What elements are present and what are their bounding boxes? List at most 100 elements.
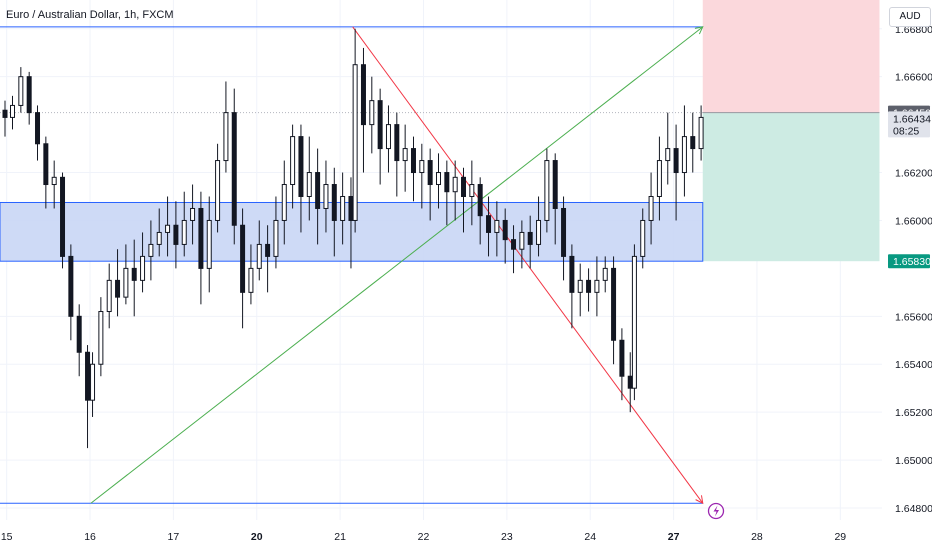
candle-body <box>10 104 16 118</box>
candle-body <box>35 112 41 145</box>
candle-body <box>190 207 196 221</box>
last-price-tag: 1.66434 <box>893 113 931 125</box>
candle-body <box>665 148 671 162</box>
price-tick-label: 1.65000 <box>895 455 932 467</box>
candle-body <box>85 351 91 401</box>
candle-body <box>690 136 696 150</box>
stop-loss-area[interactable] <box>702 0 880 113</box>
candle-body <box>98 311 104 365</box>
candle-body <box>698 116 704 150</box>
candle-body <box>681 136 687 174</box>
candle-body <box>173 224 179 245</box>
time-tick-label: 20 <box>251 531 263 543</box>
trend-line-down[interactable] <box>352 26 704 504</box>
price-tick-label: 1.65200 <box>895 407 932 419</box>
candle-body <box>248 267 254 293</box>
time-tick-label: 28 <box>751 531 763 543</box>
candle-body <box>410 148 416 174</box>
alert-icon[interactable] <box>707 502 725 520</box>
price-tick-label: 1.66000 <box>895 215 932 227</box>
candle-body <box>494 219 500 233</box>
time-tick-label: 24 <box>584 531 596 543</box>
candle-body <box>486 215 492 233</box>
last-price-tag-countdown: 08:25 <box>893 125 919 137</box>
time-tick-label: 21 <box>334 531 346 543</box>
candle-body <box>76 315 82 353</box>
candle-body <box>240 224 246 293</box>
price-tick-label: 1.66200 <box>895 168 932 180</box>
trend-line-up[interactable] <box>90 26 704 504</box>
candle-body <box>656 160 662 197</box>
candle-body <box>377 100 383 150</box>
time-tick-label: 29 <box>834 531 846 543</box>
candle-body <box>544 160 550 221</box>
candle-body <box>115 279 121 298</box>
last-price-tag-bg <box>888 111 930 138</box>
candle-body <box>26 76 32 114</box>
candle-body <box>265 243 271 257</box>
candle-body <box>552 160 558 209</box>
candle-body <box>519 231 525 250</box>
candle-body <box>68 255 74 317</box>
candle-body <box>223 112 229 162</box>
target-price-tag-bg <box>888 254 930 269</box>
trend-arrow-down <box>695 495 704 505</box>
candle-body <box>215 160 221 221</box>
time-axis[interactable]: 15 16 17 20 21 22 23 24 27 28 29 <box>0 520 932 550</box>
candle-body <box>619 339 625 377</box>
trend-arrow-up <box>694 26 704 35</box>
time-tick-label: 22 <box>418 531 430 543</box>
time-tick-label: 17 <box>168 531 180 543</box>
candle-body <box>131 267 137 281</box>
candle-body <box>340 195 346 221</box>
candle-body <box>561 207 567 257</box>
symbol-title: Euro / Australian Dollar, 1h, FXCM <box>6 9 174 21</box>
candle-body <box>502 219 508 241</box>
candle-body <box>231 112 237 226</box>
candle-body <box>306 172 312 197</box>
position-tool[interactable] <box>702 0 880 262</box>
candle-body <box>648 195 654 221</box>
time-axis-bg <box>0 520 932 550</box>
price-tick-label: 1.65400 <box>895 359 932 371</box>
take-profit-area[interactable] <box>702 112 880 262</box>
price-axis-bg <box>882 0 932 550</box>
candle-body <box>198 207 204 269</box>
candle-body <box>385 124 391 150</box>
candle-body <box>140 255 146 281</box>
candle-body <box>281 184 287 221</box>
candle-body <box>331 184 337 221</box>
candle-body <box>536 219 542 245</box>
time-tick-label: 16 <box>84 531 96 543</box>
candle-body <box>352 64 358 221</box>
lightning-icon <box>713 505 719 517</box>
candle-body <box>511 239 517 250</box>
candle-body <box>444 172 450 193</box>
candle-body <box>673 148 679 174</box>
price-tick-label: 1.65600 <box>895 311 932 323</box>
candle-body <box>181 219 187 245</box>
time-tick-label: 27 <box>668 531 680 543</box>
drawing-lines[interactable] <box>0 26 704 505</box>
candle-body <box>402 148 408 162</box>
candle-body <box>290 136 296 186</box>
candle-body <box>60 176 66 257</box>
currency-button[interactable]: AUD <box>889 7 931 27</box>
candle-body <box>427 160 433 186</box>
price-axis[interactable]: 1.668001.666001.662001.660001.656001.654… <box>882 0 932 550</box>
candle-body <box>315 172 321 209</box>
candle-body <box>348 195 354 221</box>
candle-body <box>586 279 592 293</box>
candle-body <box>419 160 425 174</box>
candle-body <box>206 219 212 269</box>
candle-body <box>360 64 366 126</box>
candle-body <box>165 224 171 233</box>
candle-body <box>148 243 154 257</box>
candle-body <box>156 231 162 245</box>
candle-body <box>527 231 533 245</box>
candle-body <box>452 176 458 193</box>
time-tick-label: 15 <box>1 531 13 543</box>
